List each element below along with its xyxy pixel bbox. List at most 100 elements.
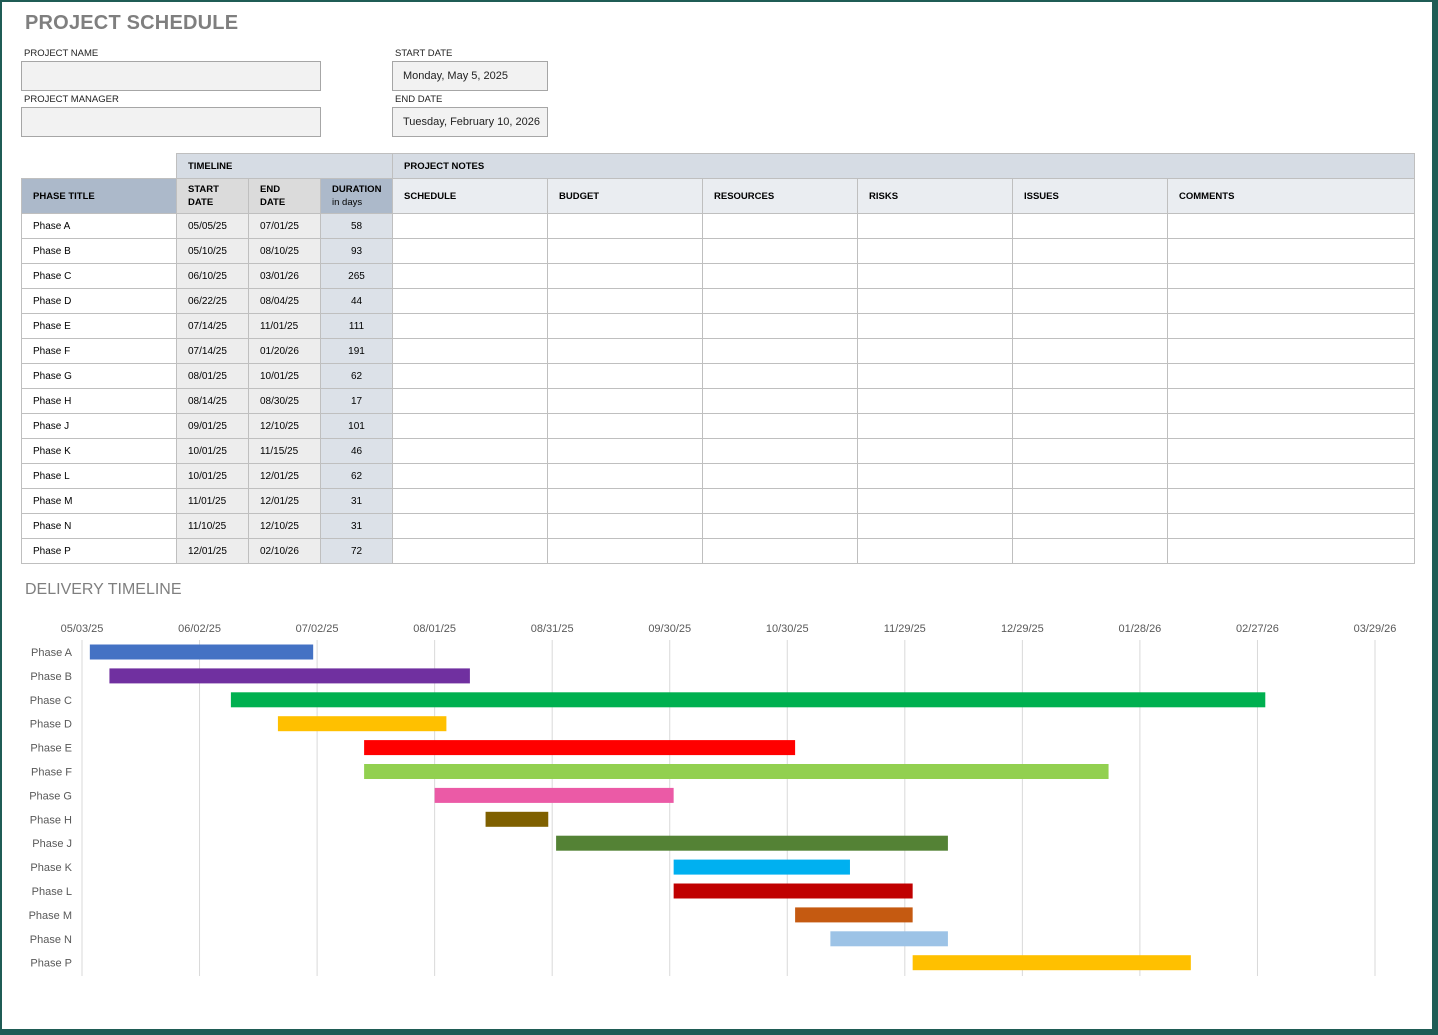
end-date-cell[interactable]: 12/01/25	[248, 463, 321, 489]
comments-note-cell[interactable]	[1167, 288, 1415, 314]
risks-note-cell[interactable]	[857, 288, 1013, 314]
phase-cell[interactable]: Phase E	[21, 313, 177, 339]
start-date-cell[interactable]: 10/01/25	[176, 463, 249, 489]
phase-cell[interactable]: Phase P	[21, 538, 177, 564]
budget-note-cell[interactable]	[547, 238, 703, 264]
duration-cell[interactable]: 72	[320, 538, 393, 564]
duration-cell[interactable]: 191	[320, 338, 393, 364]
risks-note-cell[interactable]	[857, 263, 1013, 289]
risks-note-cell[interactable]	[857, 463, 1013, 489]
schedule-note-cell[interactable]	[392, 513, 548, 539]
phase-cell[interactable]: Phase L	[21, 463, 177, 489]
end-date-cell[interactable]: 11/01/25	[248, 313, 321, 339]
phase-cell[interactable]: Phase C	[21, 263, 177, 289]
schedule-note-cell[interactable]	[392, 438, 548, 464]
duration-cell[interactable]: 62	[320, 363, 393, 389]
comments-note-cell[interactable]	[1167, 338, 1415, 364]
start-date-cell[interactable]: 09/01/25	[176, 413, 249, 439]
risks-note-cell[interactable]	[857, 213, 1013, 239]
schedule-note-cell[interactable]	[392, 363, 548, 389]
comments-note-cell[interactable]	[1167, 513, 1415, 539]
resources-note-cell[interactable]	[702, 313, 858, 339]
end-date-cell[interactable]: 01/20/26	[248, 338, 321, 364]
issues-note-cell[interactable]	[1012, 313, 1168, 339]
risks-note-cell[interactable]	[857, 338, 1013, 364]
end-date-cell[interactable]: 12/10/25	[248, 413, 321, 439]
schedule-note-cell[interactable]	[392, 213, 548, 239]
budget-note-cell[interactable]	[547, 213, 703, 239]
schedule-note-cell[interactable]	[392, 413, 548, 439]
phase-cell[interactable]: Phase N	[21, 513, 177, 539]
issues-note-cell[interactable]	[1012, 413, 1168, 439]
start-date-cell[interactable]: 10/01/25	[176, 438, 249, 464]
issues-note-cell[interactable]	[1012, 488, 1168, 514]
issues-note-cell[interactable]	[1012, 463, 1168, 489]
end-date-cell[interactable]: 03/01/26	[248, 263, 321, 289]
resources-note-cell[interactable]	[702, 338, 858, 364]
schedule-note-cell[interactable]	[392, 263, 548, 289]
duration-cell[interactable]: 31	[320, 513, 393, 539]
phase-cell[interactable]: Phase D	[21, 288, 177, 314]
issues-note-cell[interactable]	[1012, 263, 1168, 289]
phase-cell[interactable]: Phase A	[21, 213, 177, 239]
budget-note-cell[interactable]	[547, 288, 703, 314]
phase-cell[interactable]: Phase J	[21, 413, 177, 439]
schedule-note-cell[interactable]	[392, 338, 548, 364]
start-date-cell[interactable]: 07/14/25	[176, 338, 249, 364]
end-date-field[interactable]: Tuesday, February 10, 2026	[392, 107, 548, 137]
duration-cell[interactable]: 46	[320, 438, 393, 464]
resources-note-cell[interactable]	[702, 513, 858, 539]
resources-note-cell[interactable]	[702, 488, 858, 514]
risks-note-cell[interactable]	[857, 513, 1013, 539]
issues-note-cell[interactable]	[1012, 538, 1168, 564]
risks-note-cell[interactable]	[857, 438, 1013, 464]
resources-note-cell[interactable]	[702, 288, 858, 314]
start-date-cell[interactable]: 07/14/25	[176, 313, 249, 339]
budget-note-cell[interactable]	[547, 538, 703, 564]
start-date-cell[interactable]: 06/10/25	[176, 263, 249, 289]
comments-note-cell[interactable]	[1167, 263, 1415, 289]
issues-note-cell[interactable]	[1012, 288, 1168, 314]
duration-cell[interactable]: 58	[320, 213, 393, 239]
risks-note-cell[interactable]	[857, 413, 1013, 439]
schedule-note-cell[interactable]	[392, 388, 548, 414]
resources-note-cell[interactable]	[702, 263, 858, 289]
comments-note-cell[interactable]	[1167, 238, 1415, 264]
comments-note-cell[interactable]	[1167, 388, 1415, 414]
comments-note-cell[interactable]	[1167, 538, 1415, 564]
budget-note-cell[interactable]	[547, 313, 703, 339]
end-date-cell[interactable]: 08/30/25	[248, 388, 321, 414]
comments-note-cell[interactable]	[1167, 313, 1415, 339]
resources-note-cell[interactable]	[702, 238, 858, 264]
comments-note-cell[interactable]	[1167, 363, 1415, 389]
start-date-cell[interactable]: 12/01/25	[176, 538, 249, 564]
project-name-field[interactable]	[21, 61, 321, 91]
resources-note-cell[interactable]	[702, 213, 858, 239]
end-date-cell[interactable]: 12/01/25	[248, 488, 321, 514]
risks-note-cell[interactable]	[857, 488, 1013, 514]
issues-note-cell[interactable]	[1012, 388, 1168, 414]
budget-note-cell[interactable]	[547, 463, 703, 489]
start-date-cell[interactable]: 08/01/25	[176, 363, 249, 389]
phase-cell[interactable]: Phase B	[21, 238, 177, 264]
duration-cell[interactable]: 265	[320, 263, 393, 289]
schedule-note-cell[interactable]	[392, 463, 548, 489]
end-date-cell[interactable]: 07/01/25	[248, 213, 321, 239]
risks-note-cell[interactable]	[857, 538, 1013, 564]
phase-cell[interactable]: Phase F	[21, 338, 177, 364]
resources-note-cell[interactable]	[702, 363, 858, 389]
issues-note-cell[interactable]	[1012, 513, 1168, 539]
comments-note-cell[interactable]	[1167, 438, 1415, 464]
issues-note-cell[interactable]	[1012, 363, 1168, 389]
start-date-cell[interactable]: 06/22/25	[176, 288, 249, 314]
risks-note-cell[interactable]	[857, 238, 1013, 264]
start-date-cell[interactable]: 08/14/25	[176, 388, 249, 414]
start-date-field[interactable]: Monday, May 5, 2025	[392, 61, 548, 91]
budget-note-cell[interactable]	[547, 513, 703, 539]
schedule-note-cell[interactable]	[392, 313, 548, 339]
duration-cell[interactable]: 111	[320, 313, 393, 339]
end-date-cell[interactable]: 11/15/25	[248, 438, 321, 464]
comments-note-cell[interactable]	[1167, 413, 1415, 439]
duration-cell[interactable]: 31	[320, 488, 393, 514]
start-date-cell[interactable]: 05/05/25	[176, 213, 249, 239]
